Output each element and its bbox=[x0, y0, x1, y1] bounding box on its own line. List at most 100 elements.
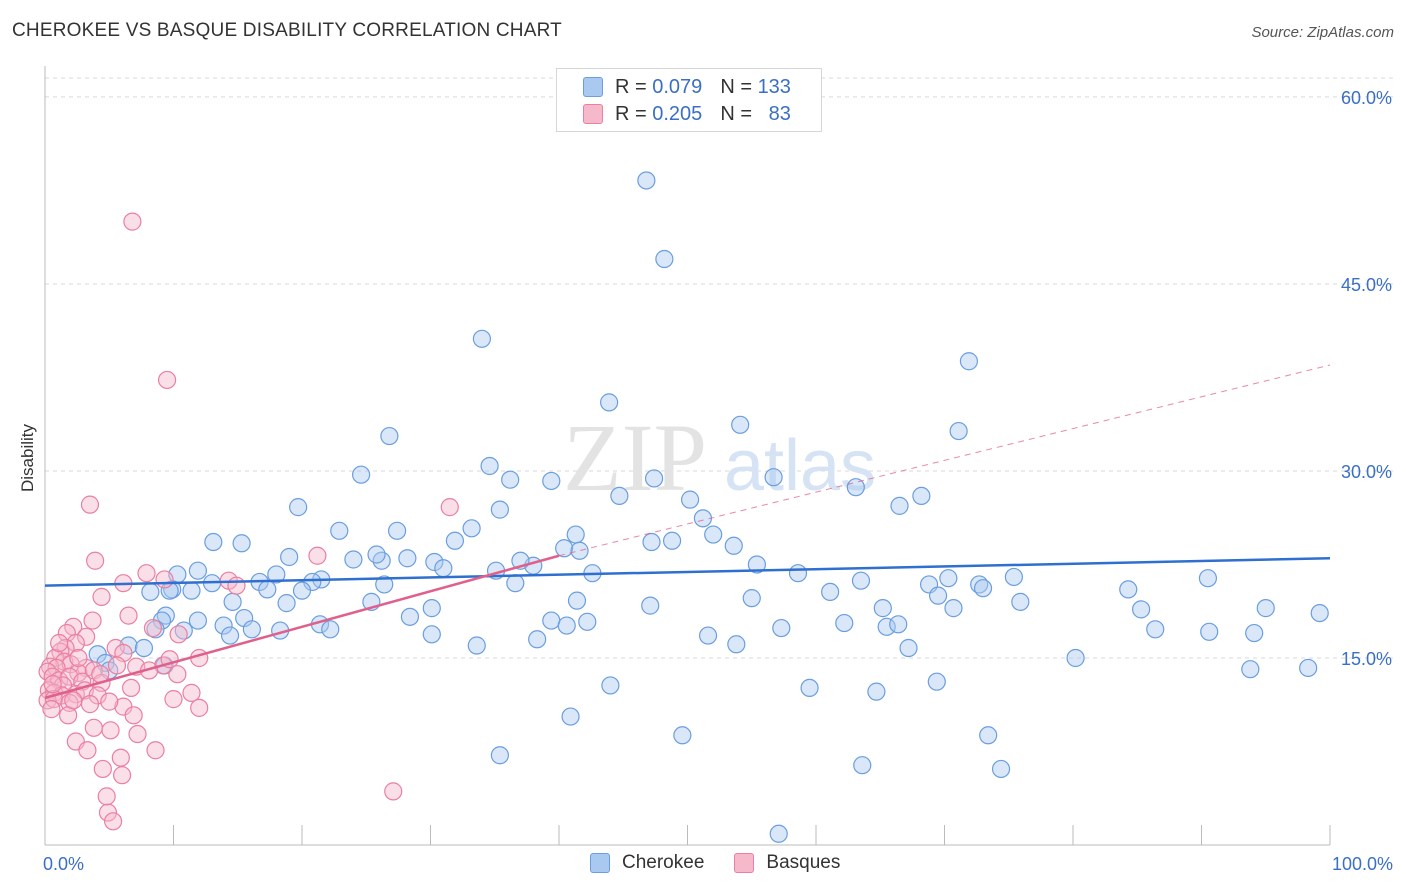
basques-point bbox=[98, 803, 118, 822]
cherokee-point bbox=[698, 626, 718, 645]
cherokee-point bbox=[344, 550, 363, 569]
cherokee-point bbox=[927, 672, 946, 691]
basques-point bbox=[121, 678, 141, 698]
cherokee-point bbox=[280, 547, 299, 567]
cherokee-point bbox=[561, 707, 580, 726]
series-cherokee bbox=[88, 171, 1329, 843]
basques-point bbox=[101, 721, 120, 740]
cherokee-point bbox=[912, 486, 931, 506]
cherokee-point bbox=[204, 532, 223, 552]
cherokee-point bbox=[1200, 622, 1219, 641]
cherokee-point bbox=[528, 630, 547, 649]
basques-point bbox=[86, 551, 105, 570]
x-tick-label: 100.0% bbox=[1332, 854, 1393, 874]
cherokee-point bbox=[398, 549, 417, 568]
cherokee-point bbox=[1011, 592, 1030, 611]
cherokee-point bbox=[853, 756, 872, 775]
cherokee-point bbox=[490, 746, 509, 765]
cherokee-point bbox=[188, 561, 208, 580]
cherokee-point bbox=[979, 726, 998, 745]
y-tick-label: 15.0% bbox=[1341, 649, 1392, 669]
watermark-atlas: atlas bbox=[724, 426, 876, 506]
r-value: 0.079 bbox=[652, 75, 703, 98]
cherokee-point bbox=[506, 574, 525, 593]
cherokee-point bbox=[472, 329, 491, 348]
basques-point bbox=[182, 683, 201, 702]
cherokee-point bbox=[232, 534, 251, 553]
cherokee-point bbox=[939, 569, 958, 588]
cherokee-point bbox=[289, 498, 308, 517]
stats-row-basques: R = 0.205 N = 83 bbox=[583, 102, 791, 126]
cherokee-point bbox=[662, 531, 682, 550]
cherokee-point bbox=[601, 676, 620, 695]
cherokee-point bbox=[542, 611, 561, 630]
series-legend: Cherokee Basques bbox=[590, 852, 870, 874]
cherokee-point bbox=[680, 490, 700, 509]
y-tick-label: 30.0% bbox=[1341, 462, 1392, 482]
cherokee-point bbox=[141, 582, 160, 602]
cherokee-point bbox=[570, 541, 589, 560]
cherokee-point bbox=[367, 545, 386, 564]
basques-point bbox=[157, 370, 177, 390]
cherokee-point bbox=[644, 469, 664, 488]
legend-item-cherokee[interactable]: Cherokee bbox=[590, 852, 704, 874]
cherokee-point bbox=[425, 552, 444, 572]
basques-point bbox=[104, 812, 123, 831]
cherokee-point bbox=[422, 599, 441, 618]
axis-labels: 15.0% 30.0% 45.0% 60.0% 0.0% 100.0% Disability bbox=[18, 88, 1393, 874]
basques-point bbox=[107, 656, 127, 675]
y-tick-label: 45.0% bbox=[1341, 275, 1392, 295]
cherokee-point bbox=[704, 525, 723, 544]
basques-point bbox=[124, 706, 143, 725]
cherokee-point bbox=[724, 536, 743, 555]
basques-trend-extension bbox=[558, 364, 1331, 557]
basques-point bbox=[50, 633, 69, 653]
cherokee-point bbox=[501, 470, 520, 489]
cherokee-point bbox=[727, 635, 746, 654]
cherokee-point bbox=[330, 521, 349, 540]
cherokee-point bbox=[567, 591, 587, 610]
cherokee-point bbox=[1299, 658, 1318, 678]
basques-swatch bbox=[734, 853, 755, 873]
basques-point bbox=[80, 495, 100, 514]
basques-point bbox=[69, 663, 88, 683]
basques-point bbox=[83, 611, 102, 630]
basques-point bbox=[100, 692, 119, 711]
basques-point bbox=[190, 698, 209, 717]
cherokee-point bbox=[134, 638, 154, 658]
trend-lines bbox=[44, 364, 1331, 700]
basques-point bbox=[97, 787, 116, 806]
cherokee-point bbox=[422, 625, 441, 644]
x-tick-label: 0.0% bbox=[43, 854, 84, 874]
stats-legend: R = 0.079 N = 133 R = 0.205 N = 83 bbox=[556, 68, 822, 132]
cherokee-point bbox=[400, 607, 420, 626]
basques-point bbox=[164, 690, 183, 709]
basques-point bbox=[137, 564, 156, 583]
basques-point bbox=[69, 648, 88, 668]
n-label: N = bbox=[720, 102, 752, 125]
cherokee-point bbox=[321, 620, 340, 639]
cherokee-point bbox=[772, 618, 791, 638]
cherokee-point bbox=[292, 581, 312, 600]
cherokee-point bbox=[1256, 599, 1275, 618]
cherokee-point bbox=[821, 582, 840, 602]
basques-point bbox=[146, 741, 165, 760]
cherokee-point bbox=[1066, 648, 1085, 668]
cherokee-point bbox=[890, 496, 909, 515]
cherokee-point bbox=[769, 824, 788, 843]
n-label: N = bbox=[720, 75, 752, 98]
cherokee-point bbox=[1310, 603, 1329, 623]
legend-item-basques[interactable]: Basques bbox=[734, 852, 840, 874]
basques-point bbox=[119, 606, 138, 625]
basques-point bbox=[78, 741, 97, 760]
cherokee-point bbox=[387, 521, 407, 540]
cherokee-point bbox=[223, 592, 242, 611]
cherokee-point bbox=[873, 599, 892, 618]
cherokee-point bbox=[1004, 567, 1023, 587]
cherokee-point bbox=[867, 682, 886, 701]
cherokee-point bbox=[959, 352, 979, 371]
cherokee-point bbox=[1132, 600, 1151, 619]
basques-point bbox=[92, 587, 111, 606]
cherokee-point bbox=[557, 616, 576, 635]
cherokee-point bbox=[610, 486, 629, 506]
